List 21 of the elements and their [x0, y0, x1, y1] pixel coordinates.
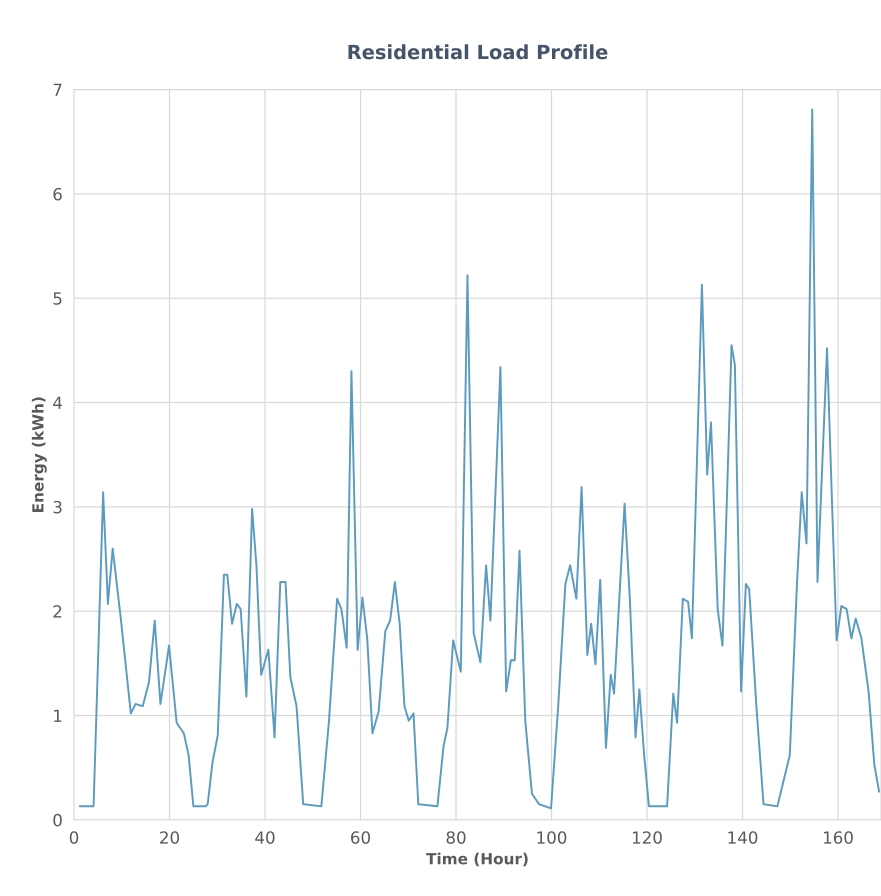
x-tick-label: 80: [446, 831, 466, 844]
x-tick-label: 160: [824, 831, 853, 844]
y-axis-title: Energy (kWh): [32, 397, 47, 512]
x-tick-label: 140: [728, 831, 758, 844]
y-tick-label: 0: [53, 814, 62, 826]
x-tick-label: 120: [632, 831, 662, 844]
x-tick-label: 40: [255, 831, 275, 844]
x-tick-label: 20: [160, 831, 180, 844]
y-tick-label: 4: [53, 396, 62, 409]
y-tick-label: 6: [53, 188, 62, 200]
x-axis-title: Time (Hour): [426, 852, 528, 866]
x-tick-label: 100: [537, 831, 566, 844]
x-tick-label: 60: [351, 831, 370, 844]
y-tick-label: 1: [54, 710, 62, 722]
x-tick-label: 0: [70, 831, 78, 844]
y-tick-label: 7: [54, 84, 62, 96]
y-tick-label: 2: [54, 605, 62, 618]
y-tick-label: 5: [54, 292, 62, 305]
line-series: [78, 108, 880, 810]
chart-title: Residential Load Profile: [348, 44, 608, 60]
y-tick-label: 3: [54, 500, 62, 514]
